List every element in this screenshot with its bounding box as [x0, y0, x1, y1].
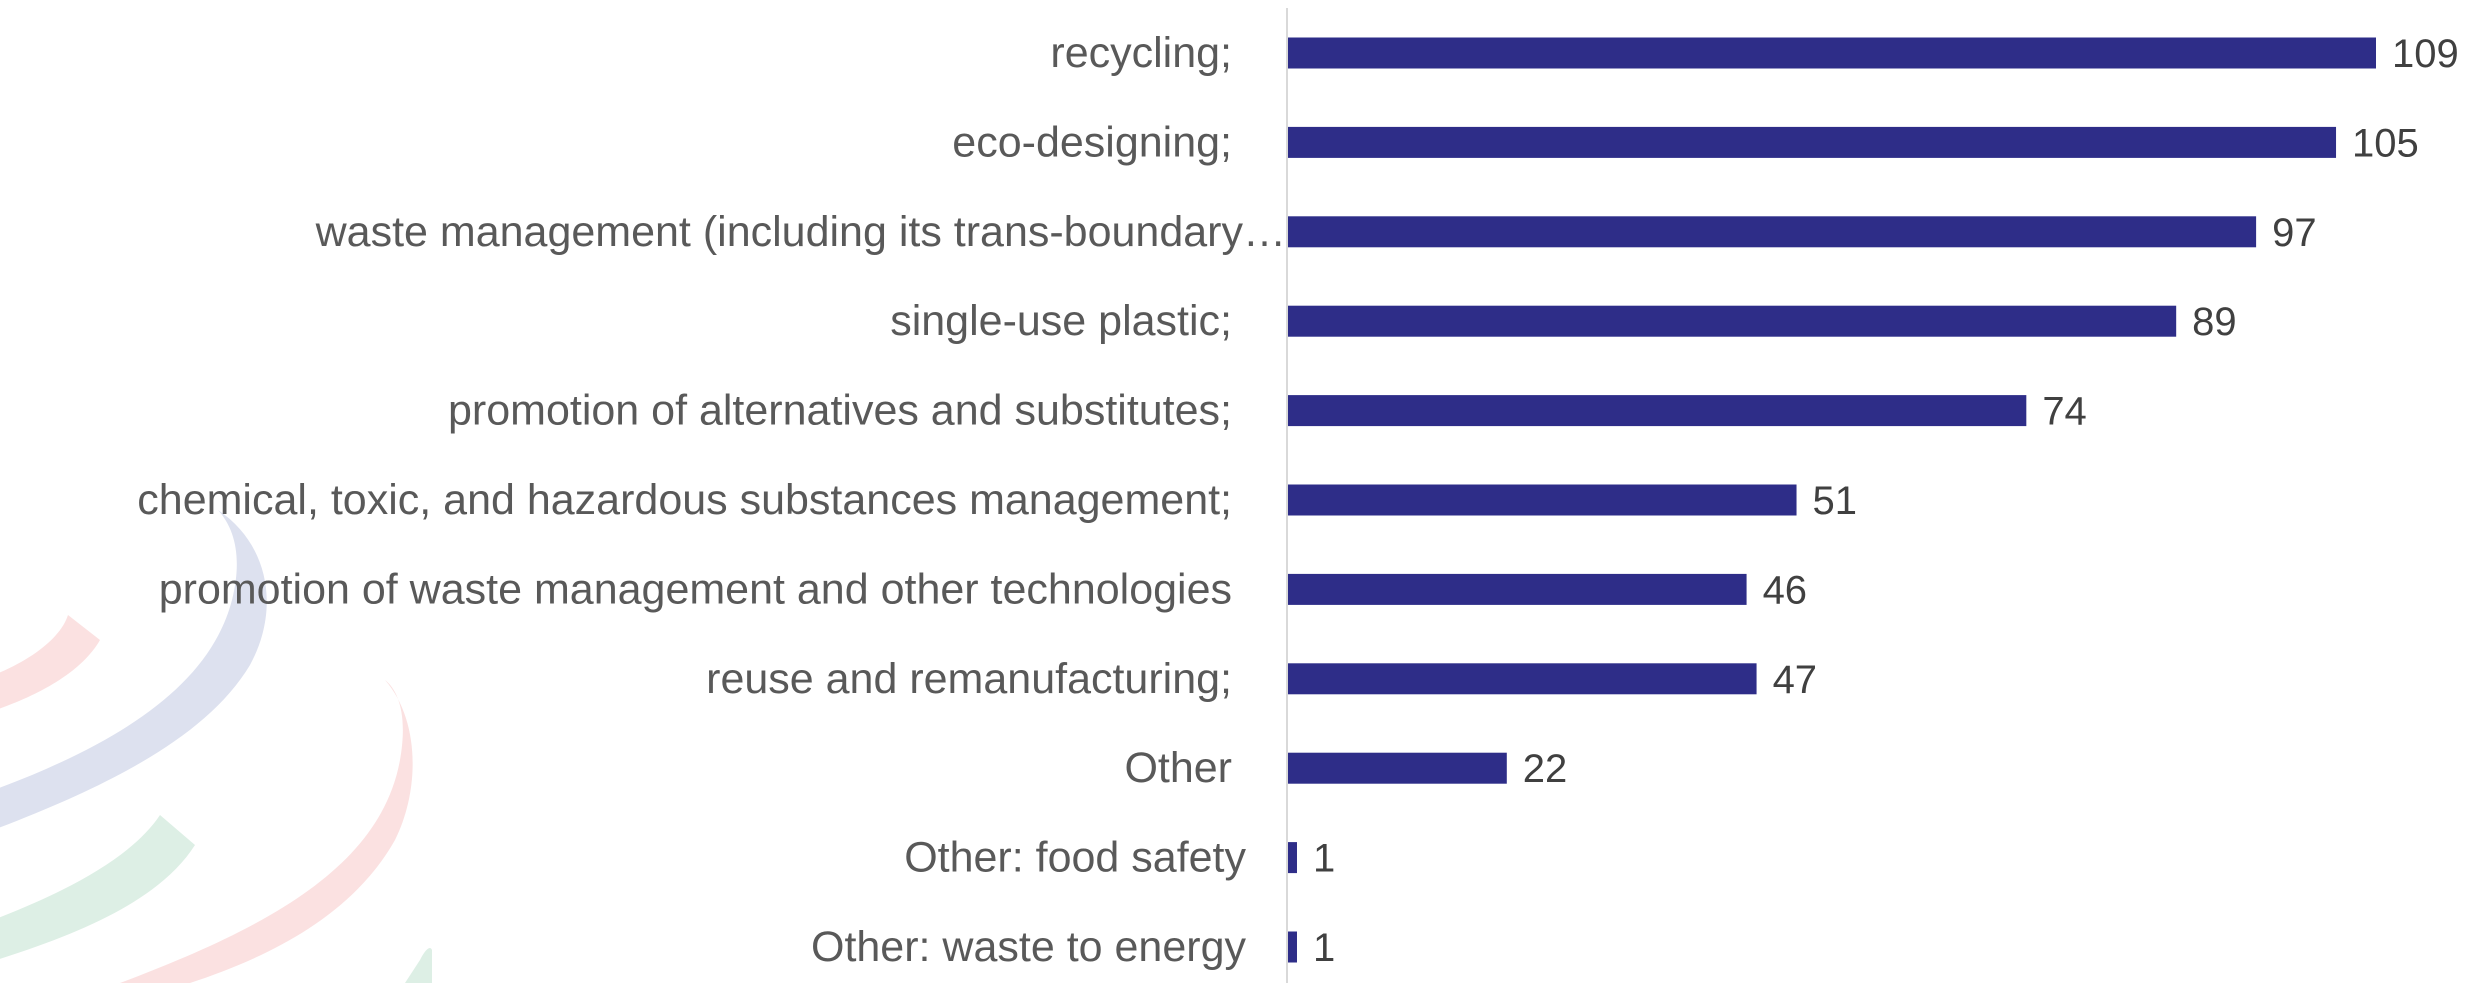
- watermark-red-arc-large: [120, 680, 413, 983]
- value-labels: 109 105 97 89 74 51 46 47 22 1 1: [1313, 32, 2459, 970]
- watermark-red-arc-small: [0, 615, 100, 709]
- bars: [1287, 37, 2376, 963]
- category-label: promotion of alternatives and substitute…: [448, 387, 1232, 435]
- bar: [1287, 663, 1757, 695]
- bar: [1287, 37, 2376, 69]
- data-label: 47: [1773, 658, 1818, 702]
- bar: [1287, 395, 2027, 427]
- data-label: 51: [1813, 479, 1858, 523]
- data-label: 105: [2352, 121, 2419, 165]
- data-label: 1: [1313, 926, 1335, 970]
- bar: [1287, 752, 1507, 784]
- watermark-blue-arc: [0, 510, 267, 828]
- category-label: waste management (including its trans-bo…: [315, 208, 1286, 256]
- bar: [1287, 216, 2257, 248]
- bar: [1287, 573, 1747, 605]
- data-label: 109: [2392, 32, 2459, 76]
- category-label: Other: [1124, 744, 1232, 792]
- data-label: 74: [2042, 390, 2087, 434]
- category-labels: recycling; eco-designing; waste management…: [137, 29, 1286, 971]
- bar: [1287, 931, 1297, 963]
- category-label: reuse and remanufacturing;: [706, 655, 1232, 703]
- data-label: 1: [1313, 837, 1335, 881]
- bar: [1287, 126, 2337, 158]
- data-label: 22: [1523, 747, 1568, 791]
- category-label: eco-designing;: [952, 118, 1232, 166]
- category-label: chemical, toxic, and hazardous substance…: [137, 476, 1232, 524]
- wto-logo-watermark: [0, 510, 432, 983]
- watermark-green-arc-bottom: [405, 948, 432, 983]
- bar: [1287, 842, 1297, 874]
- category-label: promotion of waste management and other …: [159, 565, 1232, 613]
- category-label: Other: waste to energy: [811, 923, 1246, 971]
- category-label: Other: food safety: [904, 834, 1246, 882]
- bar: [1287, 484, 1797, 516]
- data-label: 46: [1763, 568, 1808, 612]
- watermark-green-arc: [0, 815, 195, 959]
- category-label: recycling;: [1050, 29, 1232, 77]
- data-label: 97: [2272, 211, 2317, 255]
- bar: [1287, 305, 2177, 337]
- category-label: single-use plastic;: [890, 297, 1232, 345]
- data-label: 89: [2192, 300, 2237, 344]
